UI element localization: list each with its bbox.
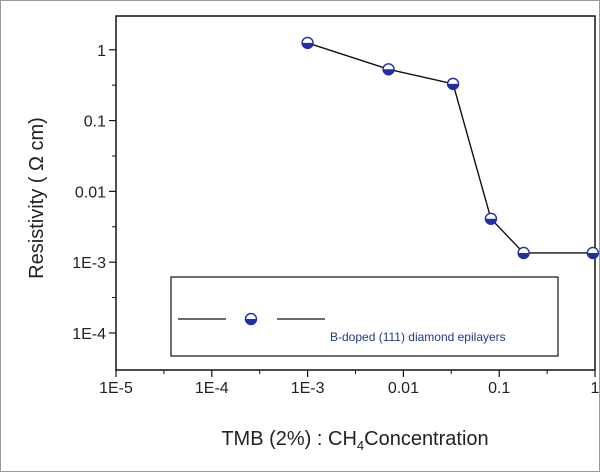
marker-fill — [485, 218, 497, 225]
series-line — [307, 42, 593, 254]
x-axis-ticks: 1E-5 1E-4 1E-3 0.01 0.1 1 — [99, 370, 600, 397]
data-point — [586, 246, 600, 260]
x-tick-label: 0.01 — [388, 380, 419, 397]
data-point — [484, 212, 498, 225]
y-tick-label: 1E-3 — [72, 255, 106, 272]
marker-fill — [383, 69, 395, 75]
x-tick-label: 1E-4 — [195, 380, 229, 397]
series-layer — [301, 36, 600, 260]
marker-fill — [302, 42, 314, 49]
x-tick-label: 0.1 — [488, 380, 510, 397]
data-point — [382, 63, 395, 76]
marker-fill — [518, 252, 530, 259]
legend: B-doped (111) diamond epilayers — [170, 276, 559, 357]
y-tick-label: 0.01 — [75, 184, 106, 201]
data-point — [446, 77, 460, 91]
x-tick-label: 1E-5 — [99, 380, 133, 397]
y-axis-title: Resistivity ( Ω cm) — [26, 117, 48, 279]
y-axis-ticks: 1 0.1 0.01 1E-3 1E-4 — [72, 43, 116, 343]
x-tick-label: 1E-3 — [291, 380, 325, 397]
marker-fill — [245, 319, 257, 325]
marker-fill — [587, 252, 599, 259]
y-tick-label: 0.1 — [84, 114, 106, 131]
y-tick-label: 1E-4 — [72, 326, 106, 343]
x-axis-title-suffix: Concentration — [364, 428, 489, 450]
marker-fill — [447, 83, 459, 90]
data-point — [517, 246, 530, 260]
x-axis-title-main: TMB (2%) : CH — [221, 428, 357, 450]
legend-marker-symbol — [244, 312, 258, 326]
x-tick-label: 1 — [591, 380, 600, 397]
y-tick-label: 1 — [97, 43, 106, 60]
x-axis-title: TMB (2%) : CH4Concentration — [221, 428, 488, 453]
legend-box — [170, 276, 559, 357]
x-axis-title-subscript: 4 — [357, 438, 364, 453]
legend-marker — [244, 312, 258, 326]
data-point — [301, 36, 314, 50]
legend-label: B-doped (111) diamond epilayers — [330, 330, 506, 344]
